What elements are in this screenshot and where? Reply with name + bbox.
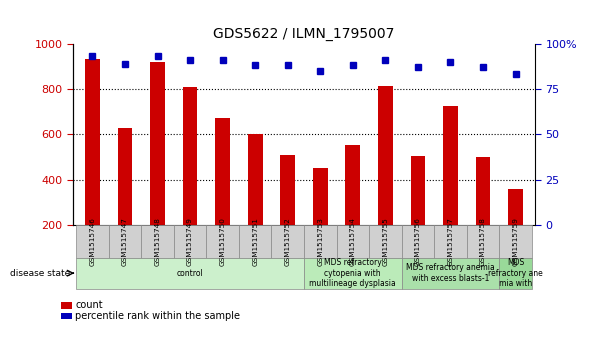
Bar [215, 118, 230, 270]
Text: GSM1515758: GSM1515758 [480, 217, 486, 266]
Text: control: control [177, 269, 204, 278]
Bar [61, 302, 72, 309]
Bar [61, 313, 72, 319]
Bar [183, 87, 198, 270]
Bar [304, 225, 337, 258]
Bar [467, 225, 499, 258]
Bar [141, 225, 174, 258]
Bar [378, 86, 393, 270]
Text: GSM1515757: GSM1515757 [447, 217, 454, 266]
Bar [402, 258, 499, 289]
Text: count: count [75, 300, 103, 310]
Text: GSM1515746: GSM1515746 [89, 217, 95, 266]
Bar [206, 225, 239, 258]
Text: disease state: disease state [10, 269, 70, 278]
Bar [337, 225, 369, 258]
Bar [369, 225, 402, 258]
Text: GSM1515756: GSM1515756 [415, 217, 421, 266]
Title: GDS5622 / ILMN_1795007: GDS5622 / ILMN_1795007 [213, 27, 395, 41]
Text: GSM1515759: GSM1515759 [513, 217, 519, 266]
Bar [443, 106, 458, 270]
Bar [76, 225, 109, 258]
Text: GSM1515751: GSM1515751 [252, 217, 258, 266]
Bar [313, 168, 328, 270]
Bar [434, 225, 467, 258]
Bar [174, 225, 206, 258]
Bar [271, 225, 304, 258]
Text: MDS refractory
cytopenia with
multilineage dysplasia: MDS refractory cytopenia with multilinea… [309, 258, 396, 288]
Bar [280, 155, 295, 270]
Bar [76, 258, 304, 289]
Bar [499, 225, 532, 258]
Text: GSM1515749: GSM1515749 [187, 217, 193, 266]
Bar [345, 144, 360, 270]
Text: MDS refractory anemia
with excess blasts-1: MDS refractory anemia with excess blasts… [406, 264, 495, 283]
Bar [508, 189, 523, 270]
Bar [499, 258, 532, 289]
Text: GSM1515755: GSM1515755 [382, 217, 389, 266]
Text: GSM1515752: GSM1515752 [285, 217, 291, 266]
Bar [150, 62, 165, 270]
Text: GSM1515750: GSM1515750 [219, 217, 226, 266]
Text: MDS
refractory ane
mia with: MDS refractory ane mia with [488, 258, 543, 288]
Bar [239, 225, 271, 258]
Bar [304, 258, 402, 289]
Bar [248, 134, 263, 270]
Bar [85, 60, 100, 270]
Bar [402, 225, 434, 258]
Bar [475, 157, 490, 270]
Text: GSM1515754: GSM1515754 [350, 217, 356, 266]
Text: GSM1515748: GSM1515748 [154, 217, 161, 266]
Text: percentile rank within the sample: percentile rank within the sample [75, 311, 240, 321]
Bar [109, 225, 141, 258]
Bar [410, 156, 425, 270]
Text: GSM1515753: GSM1515753 [317, 217, 323, 266]
Text: GSM1515747: GSM1515747 [122, 217, 128, 266]
Bar [118, 127, 133, 270]
